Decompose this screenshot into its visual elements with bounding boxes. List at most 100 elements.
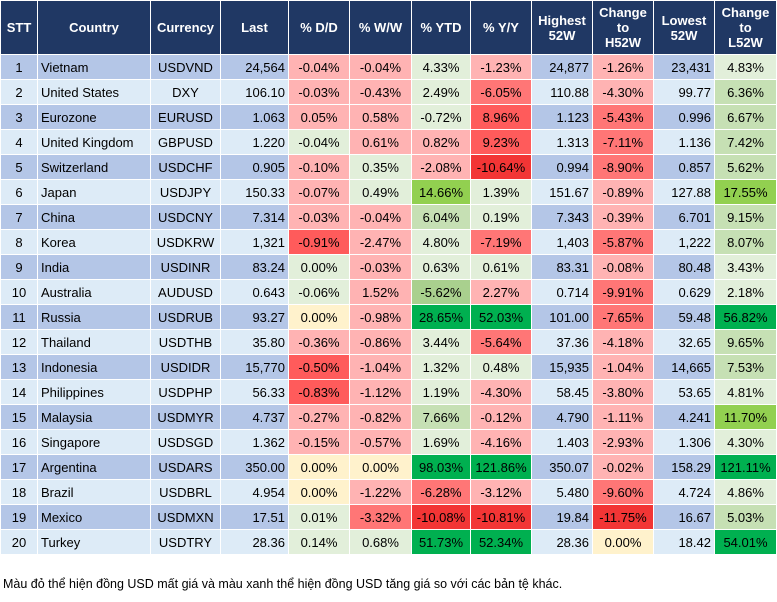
cell-high52w: 1.403 — [531, 429, 593, 455]
cell-high52w: 24,877 — [531, 54, 593, 80]
cell-stt: 15 — [0, 404, 38, 430]
cell-country: Thailand — [37, 329, 151, 355]
cell-currency: USDVND — [150, 54, 221, 80]
cell-currency: USDSGD — [150, 429, 221, 455]
cell-last: 4.954 — [220, 479, 289, 505]
cell-dd: -0.06% — [288, 279, 350, 305]
cell-change-l52w: 4.30% — [714, 429, 777, 455]
cell-change-l52w: 6.36% — [714, 79, 777, 105]
header-dd[interactable]: % D/D — [288, 0, 350, 55]
header-currency[interactable]: Currency — [150, 0, 221, 55]
cell-low52w: 0.857 — [653, 154, 715, 180]
header-ytd[interactable]: % YTD — [411, 0, 471, 55]
cell-dd: -0.83% — [288, 379, 350, 405]
header-ww[interactable]: % W/W — [349, 0, 412, 55]
header-yy[interactable]: % Y/Y — [470, 0, 532, 55]
cell-low52w: 0.629 — [653, 279, 715, 305]
cell-change-h52w: -5.43% — [592, 104, 654, 130]
cell-currency: USDMYR — [150, 404, 221, 430]
cell-dd: -0.10% — [288, 154, 350, 180]
cell-ww: -1.04% — [349, 354, 412, 380]
cell-last: 28.36 — [220, 529, 289, 555]
header-change-l52w[interactable]: Change to L52W — [714, 0, 777, 55]
cell-ww: -0.57% — [349, 429, 412, 455]
cell-country: Russia — [37, 304, 151, 330]
cell-last: 0.905 — [220, 154, 289, 180]
cell-high52w: 5.480 — [531, 479, 593, 505]
cell-change-l52w: 2.18% — [714, 279, 777, 305]
cell-dd: -0.04% — [288, 129, 350, 155]
cell-currency: USDARS — [150, 454, 221, 480]
cell-stt: 11 — [0, 304, 38, 330]
cell-low52w: 80.48 — [653, 254, 715, 280]
cell-ytd: -5.62% — [411, 279, 471, 305]
cell-currency: USDRUB — [150, 304, 221, 330]
cell-high52w: 28.36 — [531, 529, 593, 555]
cell-change-l52w: 6.67% — [714, 104, 777, 130]
cell-currency: USDIDR — [150, 354, 221, 380]
cell-high52w: 110.88 — [531, 79, 593, 105]
cell-yy: -3.12% — [470, 479, 532, 505]
header-stt[interactable]: STT — [0, 0, 38, 55]
table-row: 11 Russia USDRUB 93.27 0.00% -0.98% 28.65% 52.0… — [0, 304, 777, 330]
cell-change-l52w: 7.53% — [714, 354, 777, 380]
cell-last: 150.33 — [220, 179, 289, 205]
cell-currency: USDKRW — [150, 229, 221, 255]
header-country[interactable]: Country — [37, 0, 151, 55]
cell-yy: -4.30% — [470, 379, 532, 405]
header-high52w[interactable]: Highest 52W — [531, 0, 593, 55]
cell-yy: -10.81% — [470, 504, 532, 530]
cell-stt: 1 — [0, 54, 38, 80]
cell-country: Singapore — [37, 429, 151, 455]
currency-table: STT Country Currency Last% D/D% W/W% YTD% Y… — [0, 0, 777, 555]
cell-ytd: 7.66% — [411, 404, 471, 430]
cell-yy: -10.64% — [470, 154, 532, 180]
cell-yy: -6.05% — [470, 79, 532, 105]
cell-last: 56.33 — [220, 379, 289, 405]
cell-ww: -3.32% — [349, 504, 412, 530]
cell-dd: 0.00% — [288, 254, 350, 280]
cell-ww: -0.04% — [349, 204, 412, 230]
header-low52w[interactable]: Lowest 52W — [653, 0, 715, 55]
cell-change-l52w: 8.07% — [714, 229, 777, 255]
cell-currency: EURUSD — [150, 104, 221, 130]
cell-last: 24,564 — [220, 54, 289, 80]
cell-change-h52w: -4.18% — [592, 329, 654, 355]
cell-stt: 19 — [0, 504, 38, 530]
cell-currency: USDTRY — [150, 529, 221, 555]
cell-dd: -0.03% — [288, 204, 350, 230]
header-change-h52w[interactable]: Change to H52W — [592, 0, 654, 55]
cell-dd: -0.91% — [288, 229, 350, 255]
cell-dd: -0.50% — [288, 354, 350, 380]
cell-ww: -0.03% — [349, 254, 412, 280]
cell-dd: -0.07% — [288, 179, 350, 205]
cell-low52w: 1.136 — [653, 129, 715, 155]
cell-last: 7.314 — [220, 204, 289, 230]
cell-high52w: 19.84 — [531, 504, 593, 530]
cell-country: Turkey — [37, 529, 151, 555]
cell-country: Korea — [37, 229, 151, 255]
cell-change-h52w: -9.91% — [592, 279, 654, 305]
footnote: Màu đỏ thể hiện đồng USD mất giá và màu … — [3, 577, 563, 591]
cell-ww: 0.35% — [349, 154, 412, 180]
cell-low52w: 0.996 — [653, 104, 715, 130]
cell-last: 35.80 — [220, 329, 289, 355]
cell-stt: 5 — [0, 154, 38, 180]
cell-last: 1.220 — [220, 129, 289, 155]
cell-ww: 0.61% — [349, 129, 412, 155]
cell-ytd: 3.44% — [411, 329, 471, 355]
header-last[interactable]: Last — [220, 0, 289, 55]
cell-last: 0.643 — [220, 279, 289, 305]
cell-currency: USDTHB — [150, 329, 221, 355]
cell-dd: 0.00% — [288, 304, 350, 330]
cell-stt: 14 — [0, 379, 38, 405]
table-row: 14 Philippines USDPHP 56.33 -0.83% -1.12% 1.19… — [0, 379, 777, 405]
cell-ytd: 51.73% — [411, 529, 471, 555]
cell-change-l52w: 5.03% — [714, 504, 777, 530]
cell-last: 17.51 — [220, 504, 289, 530]
cell-country: China — [37, 204, 151, 230]
cell-dd: 0.00% — [288, 479, 350, 505]
cell-change-l52w: 9.65% — [714, 329, 777, 355]
table-row: 6 Japan USDJPY 150.33 -0.07% 0.49% 14.66% 1.39%… — [0, 179, 777, 205]
cell-stt: 4 — [0, 129, 38, 155]
